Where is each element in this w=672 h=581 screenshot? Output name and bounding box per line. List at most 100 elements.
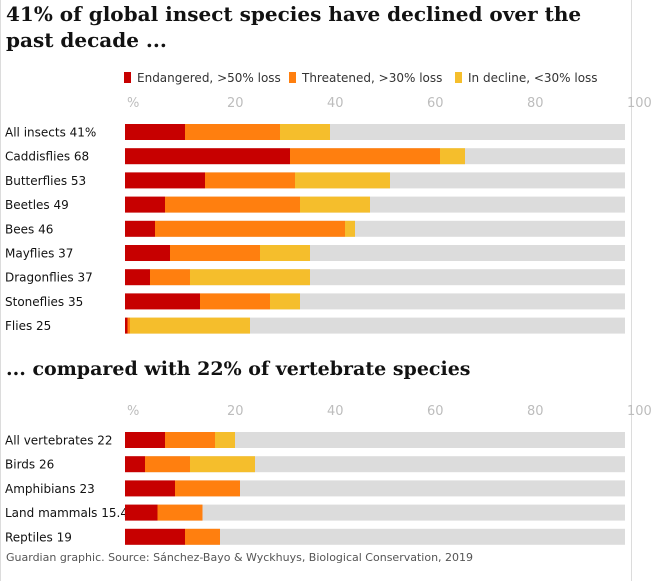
legend-item-threatened: Threatened, >30% loss (289, 70, 442, 86)
category-total: 23 (79, 482, 94, 496)
category-name: Mayflies (5, 247, 58, 261)
legend-label-endangered: Endangered, >50% loss (137, 71, 281, 85)
frame-right-border (631, 0, 632, 581)
chart2-tick-label-4: 80 (527, 404, 544, 419)
chart1-tick-label-5: 100 (627, 96, 652, 111)
chart1-bar-endangered (125, 172, 205, 189)
chart1-bar-decline (260, 245, 310, 261)
category-total: 37 (58, 247, 73, 261)
category-name: Dragonflies (5, 271, 77, 285)
chart1-bar-threatened (150, 269, 190, 286)
legend-swatch-decline (455, 72, 462, 83)
chart2-tick-label-3: 60 (427, 404, 444, 419)
chart1-bar-decline (300, 196, 370, 213)
category-total: 22 (97, 434, 112, 448)
category-name: Butterflies (5, 174, 71, 188)
chart1-bar-threatened (170, 245, 260, 261)
category-total: 53 (71, 174, 86, 188)
chart1-category-label: Beetles 49 (5, 198, 69, 212)
category-total: 37 (77, 271, 92, 285)
legend-item-decline: In decline, <30% loss (455, 70, 598, 86)
chart2-tick-label-2: 40 (327, 404, 344, 419)
chart2-tick-label-0: % (127, 404, 139, 419)
chart2-bar-background (125, 528, 625, 545)
frame-left-border (0, 0, 1, 581)
category-name: Caddisflies (5, 150, 74, 164)
category-name: Stoneflies (5, 295, 68, 309)
legend-swatch-threatened (289, 72, 296, 83)
chart1-category-label: Mayflies 37 (5, 247, 73, 261)
legend-item-endangered: Endangered, >50% loss (124, 70, 281, 86)
category-name: Flies (5, 319, 36, 333)
chart1-category-label: All insects 41% (5, 126, 96, 140)
category-name: All insects (5, 126, 70, 140)
chart1-category-label: Bees 46 (5, 222, 53, 236)
chart1-bar-threatened (155, 220, 345, 237)
category-name: Birds (5, 458, 39, 472)
category-name: Bees (5, 222, 38, 236)
chart2-category-label: Amphibians 23 (5, 482, 95, 496)
chart2-bar-decline (215, 432, 235, 448)
category-total: 41% (70, 126, 97, 140)
chart2-bar-decline (190, 456, 255, 473)
chart2-bar-background (125, 432, 625, 448)
chart2-bar-endangered (125, 456, 145, 473)
chart2-bar-threatened (175, 480, 240, 497)
category-total: 46 (38, 222, 53, 236)
chart2-bar-threatened (145, 456, 190, 473)
chart2-bar-background (125, 504, 625, 521)
chart1-category-label: Stoneflies 35 (5, 295, 83, 309)
source-note: Guardian graphic. Source: Sánchez-Bayo &… (6, 551, 474, 564)
vertebrates-chart: % 20 40 60 80 100 All vertebrates 22 Birds 26 Am… (5, 404, 652, 545)
chart1-bar-endangered (125, 293, 200, 310)
chart1-bar-endangered (125, 124, 185, 140)
chart2-bar-endangered (125, 432, 165, 448)
chart1-bar-threatened (205, 172, 295, 189)
chart1-bar-threatened (165, 196, 300, 213)
chart1-bar-threatened (290, 148, 440, 165)
chart1-bar-threatened (200, 293, 270, 310)
chart1-bar-decline (440, 148, 465, 165)
chart1-category-label: Dragonflies 37 (5, 271, 93, 285)
chart1-category-label: Caddisflies 68 (5, 150, 89, 164)
legend-label-threatened: Threatened, >30% loss (302, 71, 443, 85)
chart1-tick-label-2: 40 (327, 96, 344, 111)
chart1-bar-endangered (125, 269, 150, 286)
chart2-bar-background (125, 480, 625, 497)
chart1-category-label: Flies 25 (5, 319, 51, 333)
chart1-bar-threatened (127, 317, 130, 334)
chart2-bar-threatened (185, 528, 220, 545)
category-name: Land mammals (5, 506, 101, 520)
chart2-bar-endangered (125, 528, 185, 545)
category-name: Beetles (5, 198, 54, 212)
chart2-tick-label-1: 20 (227, 404, 244, 419)
chart1-bar-threatened (185, 124, 280, 140)
chart1-tick-label-0: % (127, 96, 139, 111)
category-total: 68 (74, 150, 89, 164)
chart1-bar-decline (130, 317, 250, 334)
category-name: Amphibians (5, 482, 79, 496)
legend-swatch-endangered (124, 72, 131, 83)
chart1-bar-decline (280, 124, 330, 140)
chart2-category-label: All vertebrates 22 (5, 434, 113, 448)
insects-chart: % 20 40 60 80 100 All insects 41% Caddisflies 6… (5, 96, 652, 334)
chart1-bar-decline (270, 293, 300, 310)
chart2-category-label: Reptiles 19 (5, 530, 72, 544)
chart2-bar-endangered (125, 480, 175, 497)
chart2-bar-threatened (165, 432, 215, 448)
chart1-bar-endangered (125, 220, 155, 237)
chart1-bar-endangered (125, 245, 170, 261)
chart1-tick-label-4: 80 (527, 96, 544, 111)
chart1-tick-label-3: 60 (427, 96, 444, 111)
chart1-bar-endangered (125, 196, 165, 213)
category-name: Reptiles (5, 530, 57, 544)
insects-chart-title: 41% of global insect species have declin… (6, 2, 582, 52)
category-total: 35 (68, 295, 83, 309)
category-total: 26 (39, 458, 54, 472)
chart1-bar-decline (295, 172, 390, 189)
vertebrates-chart-title: ... compared with 22% of vertebrate spec… (6, 358, 471, 380)
chart2-bar-threatened (157, 504, 203, 521)
chart2-category-label: Land mammals 15.4 (5, 506, 128, 520)
chart1-bar-decline (345, 220, 355, 237)
chart2-bar-endangered (125, 504, 158, 521)
